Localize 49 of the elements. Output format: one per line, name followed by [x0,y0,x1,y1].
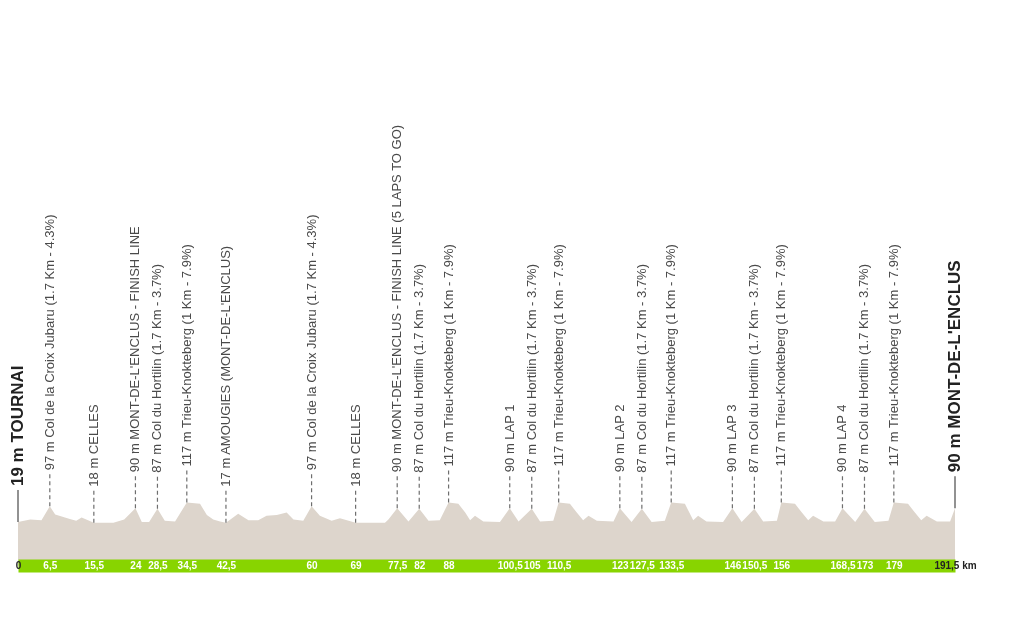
x-tick-label: 77,5 [387,560,408,571]
annotation: 117 m Trieu-Knokteberg (1 Km - 7.9%) [773,244,789,467]
annotation: 117 m Trieu-Knokteberg (1 Km - 7.9%) [885,244,901,467]
annotation: 90 m LAP 1 [501,404,517,473]
x-tick-label: 88 [443,560,456,571]
annotation: 87 m Col du Hortilin (1.7 Km - 3.7%) [856,264,872,473]
annotation: 90 m LAP 3 [724,404,740,473]
x-tick-label: 123 [611,560,630,571]
annotation: 117 m Trieu-Knokteberg (1 Km - 7.9%) [550,244,566,467]
annotation: 87 m Col du Hortilin (1.7 Km - 3.7%) [523,264,539,473]
annotation: 90 m LAP 4 [834,404,850,473]
x-tick-label: 146 [724,560,742,571]
annotation: 87 m Col du Hortilin (1.7 Km - 3.7%) [411,264,427,473]
annotation: 117 m Trieu-Knokteberg (1 Km - 7.9%) [178,244,194,467]
x-tick-label: 156 [773,560,791,571]
annotation: 87 m Col du Hortilin (1.7 Km - 3.7%) [633,264,649,473]
x-tick-label: 100,5 [497,560,524,571]
x-tick-label: 28,5 [148,560,169,571]
annotation: 117 m Trieu-Knokteberg (1 Km - 7.9%) [663,244,679,467]
annotation: 18 m CELLES [85,403,101,487]
annotation: 19 m TOURNAI [8,365,27,487]
x-tick-label: 179 [885,560,904,571]
annotation: 17 m AMOUGIES (MONT-DE-L'ENCLUS) [217,245,233,487]
x-tick-label: 110,5 [546,560,572,571]
x-tick-label: 69 [350,560,363,571]
annotation: 117 m Trieu-Knokteberg (1 Km - 7.9%) [440,244,456,467]
x-tick-label: 82 [414,560,426,571]
x-tick-label: 60 [306,560,319,571]
x-tick-label: 34,5 [177,560,198,571]
x-tick-label: 150,5 [742,560,768,571]
annotation: 90 m LAP 2 [611,404,627,473]
x-tick-label: 15,5 [84,560,105,571]
x-tick-label: 24 [130,560,142,571]
annotation: 90 m MONT-DE-L'ENCLUS - FINISH LINE (5 LAPS TO GO) [389,124,405,473]
x-tick-label: 105 [523,560,542,571]
x-tick-label: 0 [15,560,22,571]
annotation: 87 m Col du Hortilin (1.7 Km - 3.7%) [746,264,762,473]
x-tick-label: 173 [856,560,874,571]
x-tick-label: 127,5 [629,560,656,571]
x-tick-label: 168,5 [830,560,856,571]
annotation: 90 m MONT-DE-L'ENCLUS - FINISH LINE [127,225,143,473]
x-tick-label: 6,5 [43,560,58,571]
annotation: 90 m MONT-DE-L'ENCLUS [945,260,964,473]
annotation: 97 m Col de la Croix Jubaru (1.7 Km - 4.3%) [303,214,319,471]
annotation: 87 m Col du Hortilin (1.7 Km - 3.7%) [149,264,165,473]
annotation: 18 m CELLES [347,403,363,487]
annotation: 97 m Col de la Croix Jubaru (1.7 Km - 4.3%) [41,214,57,471]
x-tick-label: 42,5 [216,560,237,571]
x-tick-label: 133,5 [659,560,685,571]
